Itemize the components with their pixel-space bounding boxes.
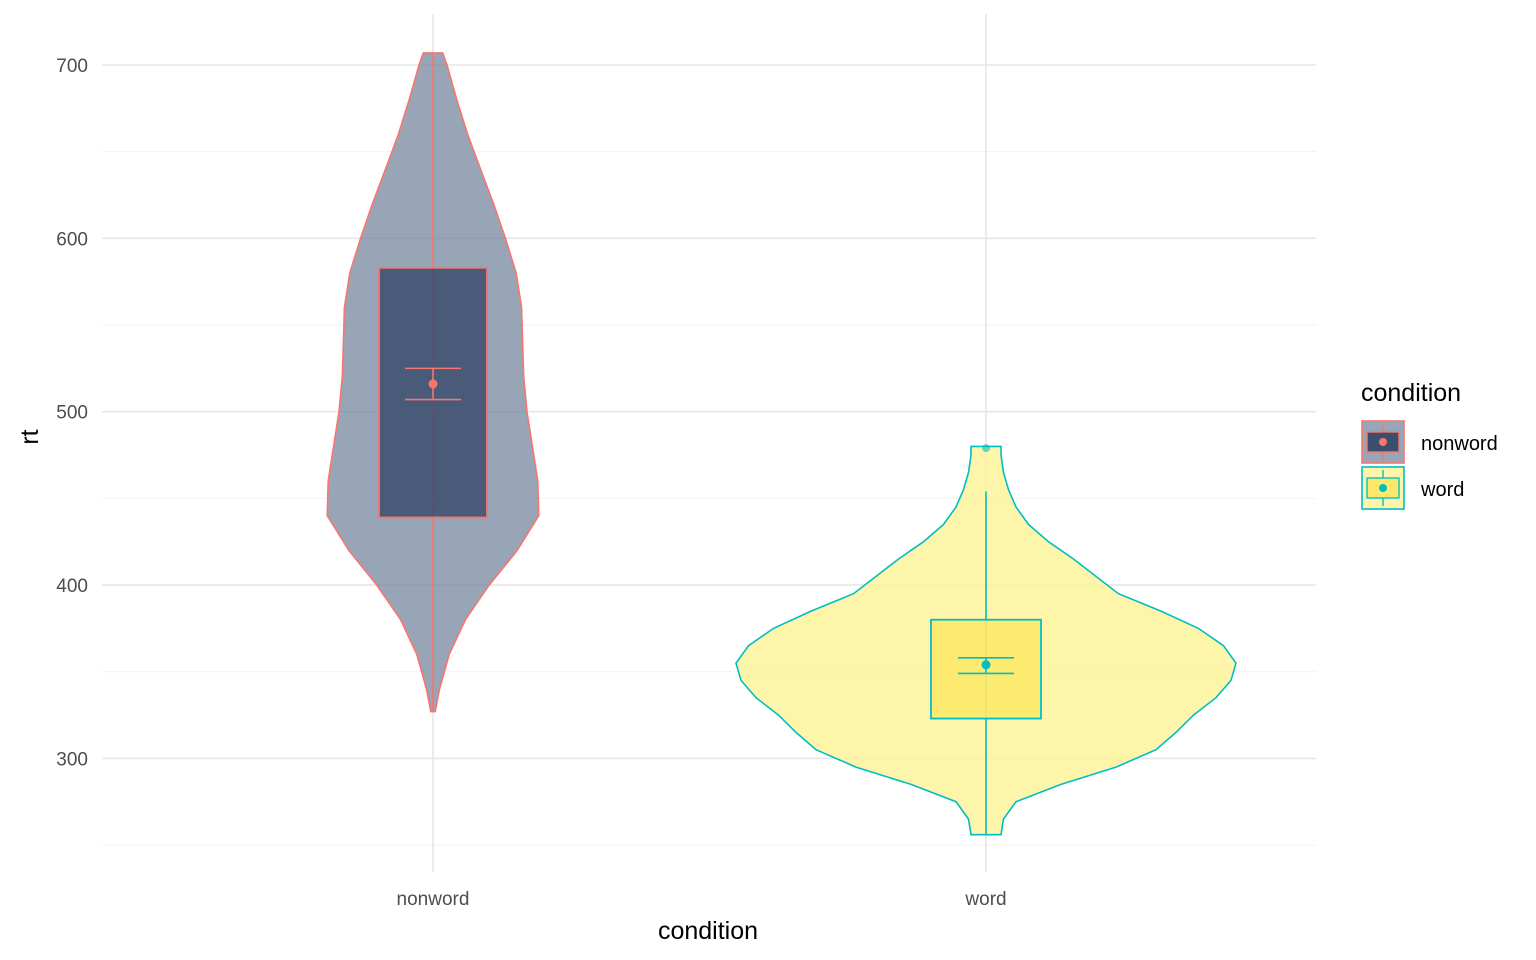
violin-group-nonword bbox=[326, 52, 540, 713]
y-axis-title: rt bbox=[16, 429, 44, 444]
outlier-point-word bbox=[982, 444, 990, 453]
y-tick-label: 600 bbox=[56, 229, 88, 250]
legend-title: condition bbox=[1361, 379, 1461, 407]
y-axis-ticks: 300 400 500 600 700 bbox=[56, 56, 88, 770]
x-tick-label: nonword bbox=[397, 889, 470, 910]
legend-key-nonword: nonword bbox=[1361, 420, 1498, 464]
violin-group-word bbox=[735, 444, 1237, 836]
x-axis-ticks: nonword word bbox=[397, 889, 1007, 910]
mean-point-nonword bbox=[428, 379, 438, 389]
violins bbox=[326, 52, 1237, 836]
y-tick-label: 500 bbox=[56, 403, 88, 424]
y-tick-label: 400 bbox=[56, 576, 88, 597]
mean-point-word bbox=[981, 660, 991, 670]
legend-label-nonword: nonword bbox=[1421, 433, 1498, 455]
x-axis-title: condition bbox=[658, 917, 758, 945]
legend: condition nonword word bbox=[1361, 379, 1498, 510]
y-tick-label: 300 bbox=[56, 749, 88, 770]
legend-key-word: word bbox=[1361, 466, 1464, 510]
y-tick-label: 700 bbox=[56, 56, 88, 77]
x-tick-label: word bbox=[964, 889, 1006, 910]
legend-mean-nonword bbox=[1379, 438, 1387, 446]
legend-mean-word bbox=[1379, 484, 1387, 492]
legend-label-word: word bbox=[1420, 479, 1464, 501]
